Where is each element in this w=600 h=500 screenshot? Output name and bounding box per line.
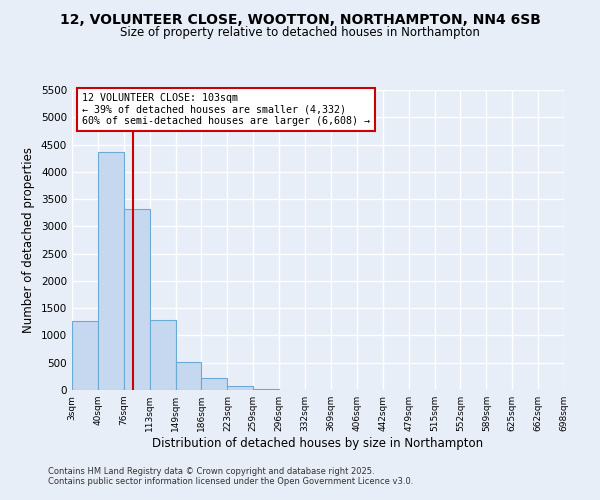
Bar bbox=[124, 209, 149, 390]
Bar bbox=[98, 152, 124, 390]
Text: 12 VOLUNTEER CLOSE: 103sqm
← 39% of detached houses are smaller (4,332)
60% of s: 12 VOLUNTEER CLOSE: 103sqm ← 39% of deta… bbox=[82, 93, 370, 126]
Bar bbox=[202, 378, 227, 390]
Y-axis label: Number of detached properties: Number of detached properties bbox=[22, 147, 35, 333]
Bar bbox=[72, 320, 98, 390]
Bar bbox=[253, 388, 279, 390]
Text: Contains HM Land Registry data © Crown copyright and database right 2025.: Contains HM Land Registry data © Crown c… bbox=[48, 467, 374, 476]
Bar bbox=[149, 320, 176, 390]
X-axis label: Distribution of detached houses by size in Northampton: Distribution of detached houses by size … bbox=[152, 437, 484, 450]
Bar bbox=[227, 386, 253, 390]
Text: Contains public sector information licensed under the Open Government Licence v3: Contains public sector information licen… bbox=[48, 477, 413, 486]
Text: 12, VOLUNTEER CLOSE, WOOTTON, NORTHAMPTON, NN4 6SB: 12, VOLUNTEER CLOSE, WOOTTON, NORTHAMPTO… bbox=[59, 12, 541, 26]
Bar bbox=[176, 362, 202, 390]
Text: Size of property relative to detached houses in Northampton: Size of property relative to detached ho… bbox=[120, 26, 480, 39]
